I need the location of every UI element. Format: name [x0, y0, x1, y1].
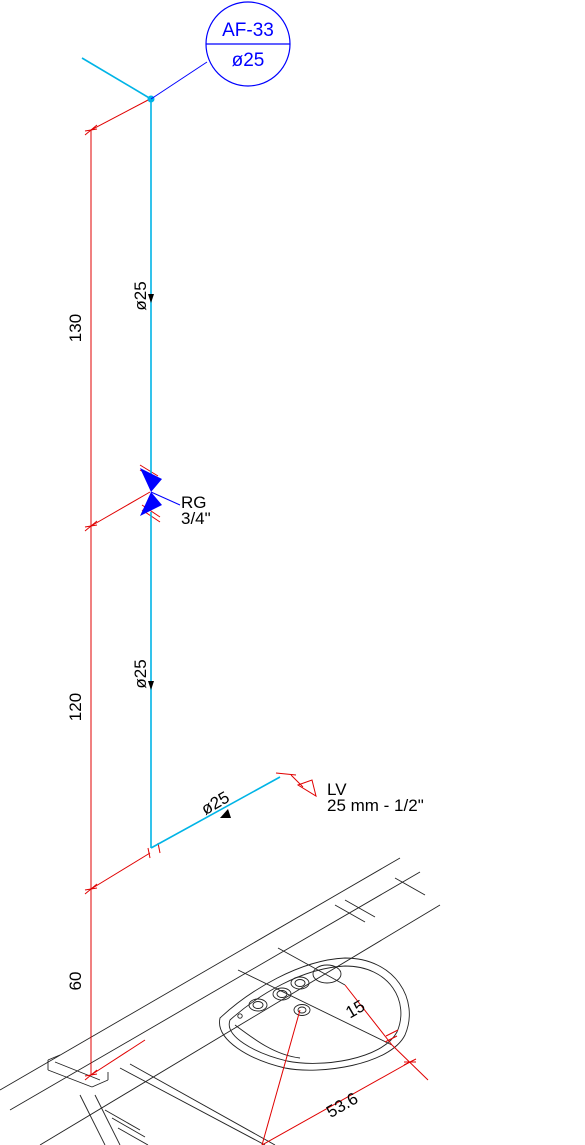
dimension-60: 60	[66, 972, 85, 991]
pipe-label-lower: ø25	[131, 659, 150, 688]
outlet-size: 25 mm - 1/2"	[327, 796, 424, 815]
pipe-tag-bubble: AF-33 ø25	[205, 1, 291, 87]
dimension-130: 130	[66, 314, 85, 342]
gate-valve-icon	[140, 468, 181, 516]
flow-arrow-icon	[220, 809, 231, 818]
dimension-120: 120	[66, 693, 85, 721]
pipe-label-upper: ø25	[131, 281, 150, 310]
dimension-53-6: 53.6	[323, 1089, 361, 1122]
outlet-code: LV	[327, 780, 347, 799]
tag-code: AF-33	[222, 20, 274, 41]
counter-linework	[0, 857, 441, 1145]
flow-arrow-icon	[148, 681, 154, 690]
outlet-triangle-icon	[296, 779, 317, 798]
dimension-lines	[84, 98, 429, 1145]
pipe-network	[81, 57, 281, 849]
tag-leader-line	[150, 61, 208, 100]
dimension-15: 15	[342, 996, 368, 1022]
washbasin	[219, 947, 410, 1071]
valve-size: 3/4"	[181, 509, 211, 528]
valve-code: RG	[181, 493, 207, 512]
tag-diameter: ø25	[232, 50, 265, 71]
flow-arrow-icon	[148, 294, 154, 303]
